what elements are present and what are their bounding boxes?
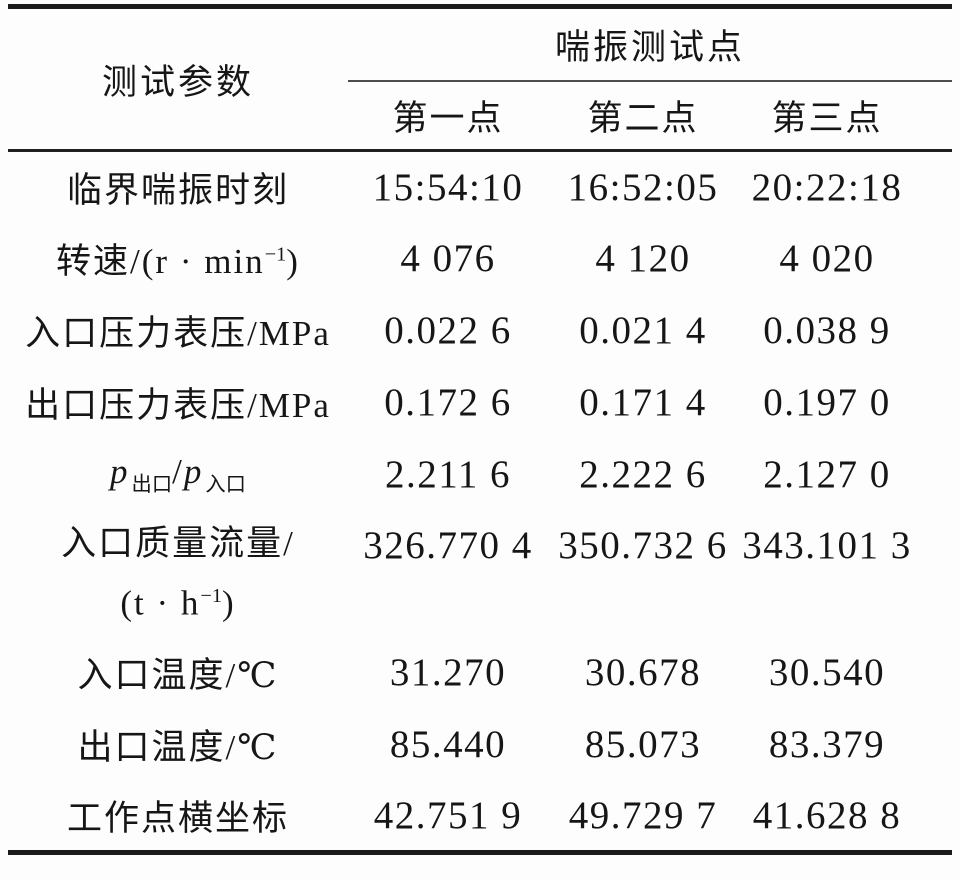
table-row-surge-time: 临界喘振时刻 15:54:10 16:52:05 20:22:18 — [8, 151, 952, 223]
value-cell: 0.197 0 — [763, 381, 891, 424]
value-cell: 20:22:18 — [751, 165, 903, 209]
value-cell: 85.440 — [389, 723, 507, 766]
value-cell: 0.038 9 — [763, 309, 891, 352]
p-symbol: p — [183, 452, 204, 491]
table-row-outlet-pressure: 出口压力表压/MPa 0.172 6 0.171 4 0.197 0 — [8, 367, 952, 439]
value-cell: 41.628 8 — [752, 793, 902, 837]
point-header-3: 第三点 — [771, 98, 883, 138]
table-body: 临界喘振时刻 15:54:10 16:52:05 20:22:18 转速/(r … — [8, 151, 952, 853]
unit-text: (t · h — [120, 583, 201, 623]
row-label: 入口质量流量/ (t · h−1) — [8, 511, 348, 637]
unit-superscript: −1 — [200, 584, 222, 607]
outlet-subscript: 出口 — [131, 474, 173, 496]
table-header: 测试参数 喘振测试点 第一点 第二点 第三点 — [8, 6, 953, 151]
value-cell: 2.211 6 — [384, 453, 512, 496]
unit-superscript: −1 — [264, 243, 287, 266]
value-cell: 49.729 7 — [568, 793, 718, 837]
surge-test-table: 测试参数 喘振测试点 第一点 第二点 第三点 临界喘振时刻 15:54:10 1… — [8, 4, 953, 855]
value-cell: 4 020 — [779, 237, 875, 280]
inlet-subscript: 入口 — [205, 474, 246, 496]
value-cell: 0.172 6 — [384, 381, 512, 424]
row-label: 入口压力表压/MPa — [25, 314, 331, 353]
value-cell: 16:52:05 — [567, 165, 719, 209]
value-cell: 4 076 — [400, 237, 496, 280]
label-line-2: (t · h−1) — [8, 570, 348, 630]
table-row-outlet-temp: 出口温度/℃ 85.440 85.073 83.379 — [8, 709, 952, 781]
table-row-inlet-pressure: 入口压力表压/MPa 0.022 6 0.021 4 0.038 9 — [8, 295, 952, 367]
value-cell: 15:54:10 — [372, 165, 524, 209]
label-line-1: 入口质量流量/ — [61, 523, 295, 563]
value-cell: 343.101 3 — [742, 523, 912, 567]
point-header-1: 第一点 — [392, 98, 504, 138]
value-cell: 30.678 — [584, 651, 702, 694]
group-header-cell: 喘振测试点 — [348, 6, 953, 82]
point-header-2: 第二点 — [587, 98, 699, 138]
value-cell: 30.540 — [768, 651, 886, 694]
table-row-mass-flow: 入口质量流量/ (t · h−1) 326.770 4 350.732 6 34… — [8, 511, 952, 637]
table-row-pressure-ratio: p出口/p入口 2.211 6 2.222 6 2.127 0 — [8, 439, 952, 511]
header-row-points: 第一点 第二点 第三点 — [8, 81, 952, 151]
unit-text: 转速/(r · min — [56, 242, 265, 281]
value-cell: 0.171 4 — [579, 381, 707, 424]
row-label: 出口温度/℃ — [77, 728, 279, 767]
value-cell: 0.022 6 — [384, 309, 512, 352]
table-row-operating-point: 工作点横坐标 42.751 9 49.729 7 41.628 8 — [8, 781, 952, 853]
row-label: p出口/p入口 — [8, 439, 348, 511]
value-cell: 42.751 9 — [373, 793, 523, 837]
row-label: 工作点横坐标 — [66, 798, 289, 838]
value-cell: 85.073 — [584, 723, 702, 766]
value-cell: 2.222 6 — [579, 453, 707, 496]
row-label: 转速/(r · min−1) — [8, 223, 348, 295]
table-row-inlet-temp: 入口温度/℃ 31.270 30.678 30.540 — [8, 637, 952, 709]
value-cell: 31.270 — [389, 651, 507, 694]
value-cell: 326.770 4 — [363, 523, 533, 567]
value-cell: 4 120 — [595, 237, 691, 280]
unit-text: ) — [221, 583, 236, 623]
row-label: 临界喘振时刻 — [66, 170, 289, 210]
value-cell: 350.732 6 — [558, 523, 728, 567]
table-row-speed: 转速/(r · min−1) 4 076 4 120 4 020 — [8, 223, 952, 295]
param-header-cell: 测试参数 — [101, 62, 254, 102]
value-cell: 83.379 — [768, 723, 886, 766]
value-cell: 0.021 4 — [579, 309, 707, 352]
value-cell: 2.127 0 — [763, 453, 891, 496]
p-symbol: p — [110, 452, 130, 491]
row-label: 入口温度/℃ — [77, 656, 279, 695]
unit-text: ) — [286, 242, 300, 281]
row-label: 出口压力表压/MPa — [25, 386, 331, 425]
header-row-group: 测试参数 喘振测试点 — [8, 6, 953, 102]
slash-text: / — [172, 452, 184, 491]
